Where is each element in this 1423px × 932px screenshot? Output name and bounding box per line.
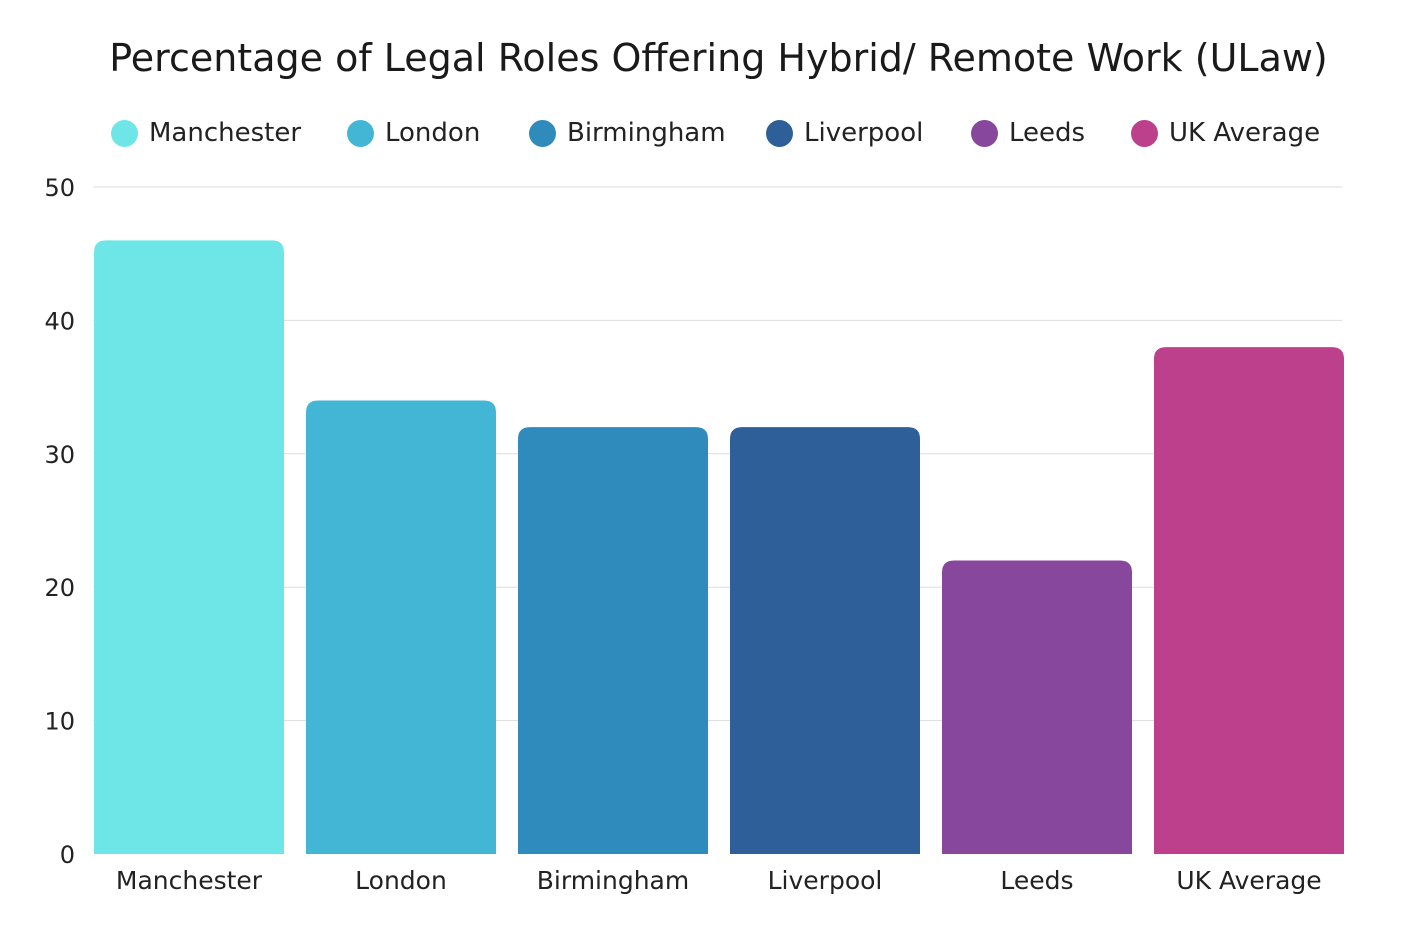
x-tick-label: Manchester xyxy=(116,866,263,895)
legend-swatch xyxy=(347,119,374,147)
legend-swatch xyxy=(1131,119,1158,147)
legend-item: Liverpool xyxy=(766,118,923,148)
bar-manchester xyxy=(94,240,284,855)
legend-label: Manchester xyxy=(149,118,302,148)
legend-item: UK Average xyxy=(1131,118,1320,148)
y-tick-label: 40 xyxy=(44,307,75,335)
y-tick-label: 30 xyxy=(44,441,75,469)
legend: Manchester London Birmingham Liverpool Leeds… xyxy=(0,118,1423,158)
legend-label: Liverpool xyxy=(804,118,924,148)
legend-swatch xyxy=(111,119,138,147)
bar-london xyxy=(306,400,496,854)
y-tick-label: 0 xyxy=(60,841,75,869)
legend-item: Manchester xyxy=(111,118,301,148)
x-tick-label: London xyxy=(355,866,447,895)
legend-label: UK Average xyxy=(1169,118,1321,148)
x-tick-label: Birmingham xyxy=(537,866,689,895)
legend-label: Leeds xyxy=(1009,118,1086,148)
bar-leeds xyxy=(942,560,1132,854)
x-tick-label: Leeds xyxy=(1000,866,1073,895)
legend-swatch xyxy=(971,119,998,147)
x-tick-label: Liverpool xyxy=(768,866,883,895)
x-tick-label: UK Average xyxy=(1176,866,1321,895)
legend-swatch xyxy=(529,119,556,147)
y-tick-label: 10 xyxy=(44,708,75,736)
chart-title: Percentage of Legal Roles Offering Hybri… xyxy=(109,36,1328,80)
legend-item: London xyxy=(347,118,480,148)
legend-label: London xyxy=(385,118,481,148)
legend-label: Birmingham xyxy=(567,118,726,148)
bar-birmingham xyxy=(518,427,708,854)
legend-swatch xyxy=(766,119,793,147)
legend-item: Leeds xyxy=(971,118,1085,148)
y-tick-label: 20 xyxy=(44,574,75,602)
y-tick-label: 50 xyxy=(44,174,75,202)
bar-liverpool xyxy=(730,427,920,854)
bar-uk-average xyxy=(1154,347,1344,854)
legend-item: Birmingham xyxy=(529,118,726,148)
